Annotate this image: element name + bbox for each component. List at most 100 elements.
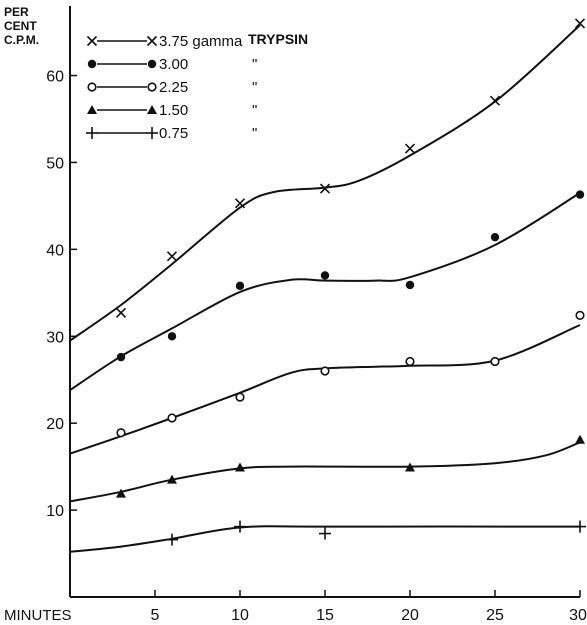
marker-ring: [87, 82, 97, 92]
marker-stroke: [115, 307, 127, 318]
marker-ring: [147, 82, 157, 92]
legend-label: 3.00: [159, 56, 188, 73]
y-axis-label-line-3: C.P.M.: [4, 33, 39, 47]
marker-ring: [167, 413, 177, 423]
data-point-0: [319, 183, 331, 194]
marker-dot: [147, 59, 157, 69]
data-point-0: [115, 307, 127, 318]
legend-ditto-mark: ": [252, 125, 257, 142]
data-point-3: [575, 434, 585, 444]
legend-marker-end: [147, 82, 157, 92]
x-tick-label: 20: [401, 607, 419, 624]
data-point-2: [235, 392, 245, 402]
series-line-3: [69, 441, 581, 503]
legend-label: 3.75 gamma: [159, 33, 243, 50]
data-point-4: [234, 520, 246, 533]
y-tick-label: 60: [46, 69, 64, 86]
data-point-1: [575, 190, 585, 199]
marker-triangle: [147, 105, 157, 114]
data-point-2: [116, 428, 126, 438]
marker-stroke: [166, 251, 178, 262]
y-axis-label-line-1: PER: [4, 5, 29, 19]
marker-ring: [235, 392, 245, 402]
chart-title: TRYPSIN: [248, 31, 308, 47]
y-tick-label: 30: [46, 329, 64, 346]
marker-stroke: [574, 18, 586, 29]
marker-dot: [320, 271, 330, 280]
legend-marker-start: [86, 35, 98, 47]
marker-dot: [87, 59, 97, 69]
data-point-3: [405, 462, 415, 472]
series-line-0: [69, 24, 581, 342]
x-tick-label: 30: [569, 607, 587, 624]
data-point-2: [405, 356, 415, 367]
marker-dot: [575, 190, 585, 199]
legend-label: 2.25: [159, 79, 188, 96]
chart-legend: 3.75 gamma 3.00 2.25 1.50 0.75 " " " ": [86, 33, 257, 142]
axis-ticks: 10 20 30 40 50 60 5 10 15 20 25 30: [46, 69, 587, 624]
marker-ring: [405, 356, 415, 367]
marker-triangle: [575, 434, 585, 444]
legend-label: 0.75: [159, 125, 188, 142]
legend-entry-3: 1.50: [87, 102, 188, 119]
data-point-3: [116, 488, 126, 498]
marker-ring: [116, 428, 126, 438]
marker-stroke: [489, 95, 501, 106]
marker-ring: [320, 366, 330, 376]
legend-marker-start: [87, 59, 97, 69]
marker-triangle: [87, 105, 97, 114]
marker-triangle: [167, 474, 177, 484]
data-point-4: [574, 520, 586, 533]
legend-ditto-mark: ": [252, 56, 257, 73]
legend-marker-end: [146, 35, 158, 47]
y-tick-label: 10: [46, 503, 64, 520]
marker-stroke: [146, 35, 158, 47]
legend-ditto-mark: ": [252, 102, 257, 119]
marker-stroke: [404, 143, 416, 154]
legend-marker-start: [87, 82, 97, 92]
data-point-1: [235, 281, 245, 291]
data-point-4: [319, 527, 331, 540]
marker-dot: [116, 352, 126, 362]
data-point-0: [234, 198, 246, 209]
legend-marker-end: [146, 127, 158, 139]
data-point-0: [574, 18, 586, 29]
data-point-1: [320, 271, 330, 280]
legend-marker-start: [87, 105, 97, 114]
x-tick-label: 25: [486, 607, 504, 624]
series-curves: [69, 24, 581, 553]
y-tick-label: 40: [46, 242, 64, 259]
legend-entry-2: 2.25: [87, 79, 188, 96]
data-point-4: [166, 533, 178, 546]
legend-marker-end: [147, 59, 157, 69]
data-point-1: [116, 352, 126, 362]
marker-triangle: [235, 462, 245, 472]
data-point-0: [404, 143, 416, 154]
marker-stroke: [234, 198, 246, 209]
marker-ring: [490, 356, 500, 367]
marker-dot: [405, 280, 415, 290]
legend-entry-4: 0.75: [86, 125, 188, 142]
data-point-2: [575, 310, 585, 321]
legend-ditto-mark: ": [252, 79, 257, 96]
data-point-0: [166, 251, 178, 262]
data-point-1: [405, 280, 415, 290]
data-point-1: [490, 232, 500, 242]
data-point-2: [320, 366, 330, 376]
data-point-2: [490, 356, 500, 367]
x-tick-label: 15: [316, 607, 334, 624]
marker-triangle: [405, 462, 415, 472]
series-line-2: [69, 324, 581, 455]
x-axis-label: MINUTES: [4, 607, 72, 624]
marker-triangle: [116, 488, 126, 498]
data-point-2: [167, 413, 177, 423]
series-markers: [115, 18, 586, 546]
data-point-3: [235, 462, 245, 472]
x-tick-label: 5: [151, 607, 160, 624]
legend-entry-1: 3.00: [87, 56, 188, 73]
legend-entry-0: 3.75 gamma: [86, 33, 243, 50]
marker-stroke: [86, 35, 98, 47]
y-tick-label: 50: [46, 155, 64, 172]
legend-marker-end: [147, 105, 157, 114]
